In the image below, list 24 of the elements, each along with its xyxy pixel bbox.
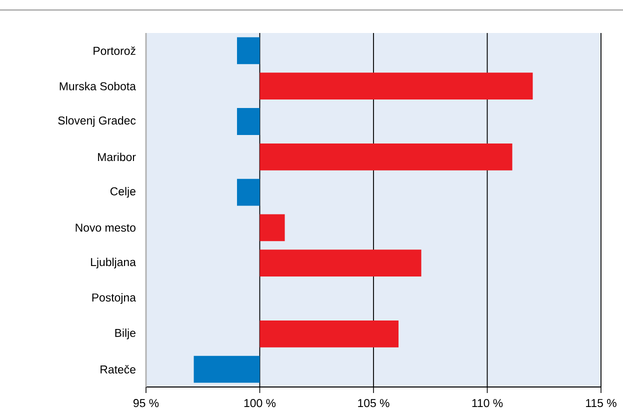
y-tick-label: Novo mesto	[76, 224, 136, 232]
bar	[260, 143, 512, 170]
y-tick-label: Maribor	[98, 152, 136, 162]
bar	[194, 356, 260, 383]
bar	[260, 320, 399, 348]
y-tick-label: Bilje	[115, 328, 136, 340]
bar	[237, 37, 260, 64]
y-tick-label: Murska Sobota	[60, 82, 136, 90]
bar	[260, 250, 422, 277]
y-tick-label: Postojna	[92, 293, 136, 304]
y-tick-label: Rateče	[100, 365, 136, 374]
bar	[260, 214, 285, 242]
y-tick-label: Ljubljana	[91, 258, 136, 268]
x-tick-label: 100 %	[244, 399, 276, 408]
bar	[237, 108, 260, 135]
bar	[260, 72, 533, 100]
y-tick-label: Slovenj Gradec	[58, 116, 136, 127]
x-tick-label: 105 %	[358, 399, 390, 408]
x-tick-label: 95 %	[133, 399, 159, 408]
x-tick-label: 110 %	[472, 399, 503, 408]
x-tick-label: 115 %	[586, 399, 616, 408]
y-tick-label: Celje	[110, 186, 136, 198]
bar	[237, 178, 260, 206]
y-tick-label: Portorož	[94, 46, 136, 55]
